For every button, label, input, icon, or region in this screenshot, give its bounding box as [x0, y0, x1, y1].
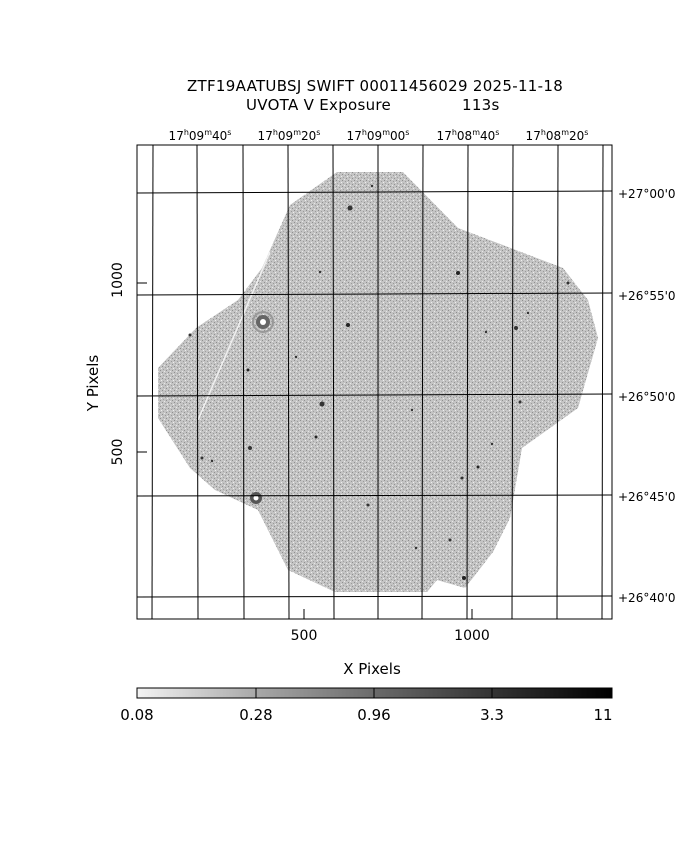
- exposure-time: 113s: [462, 96, 500, 114]
- exposure-label: UVOTA V Exposure: [246, 96, 392, 114]
- ra-tick-label: 17h08m20s: [525, 128, 589, 143]
- colorbar-label: 3.3: [480, 706, 504, 724]
- plot-frame: [136, 144, 613, 620]
- dec-tick-label: +26°45'0: [618, 490, 676, 504]
- ra-tick-label: 17h09m40s: [168, 128, 232, 143]
- dec-tick-label: +27°00'0: [618, 187, 676, 201]
- y-tick-label: 1000: [110, 262, 126, 298]
- x-tick-label: 1000: [454, 628, 490, 644]
- colorbar-label: 11: [593, 706, 613, 724]
- x-tick-label: 500: [290, 628, 318, 644]
- colorbar-label: 0.28: [239, 706, 273, 724]
- x-axis-label: X Pixels: [343, 660, 401, 678]
- dec-tick-label: +26°40'0: [618, 591, 676, 605]
- ra-tick-label: 17h09m20s: [257, 128, 321, 143]
- y-tick-label: 500: [110, 438, 126, 466]
- star-field: [188, 184, 570, 580]
- colorbar-label: 0.96: [357, 706, 391, 724]
- axis-ticks: [137, 282, 473, 619]
- streak-artifact: [197, 251, 271, 421]
- figure-title: ZTF19AATUBSJ SWIFT 00011456029 2025-11-1…: [186, 77, 564, 95]
- ra-tick-label: 17h09m00s: [346, 128, 410, 143]
- colorbar-label: 0.08: [120, 706, 154, 724]
- dec-tick-label: +26°50'0: [618, 390, 676, 404]
- ra-tick-label: 17h08m40s: [436, 128, 500, 143]
- dec-tick-label: +26°55'0: [618, 289, 676, 303]
- colorbar-ticks: [255, 688, 493, 698]
- coordinate-grid: [136, 144, 613, 620]
- y-axis-label: Y Pixels: [84, 354, 102, 412]
